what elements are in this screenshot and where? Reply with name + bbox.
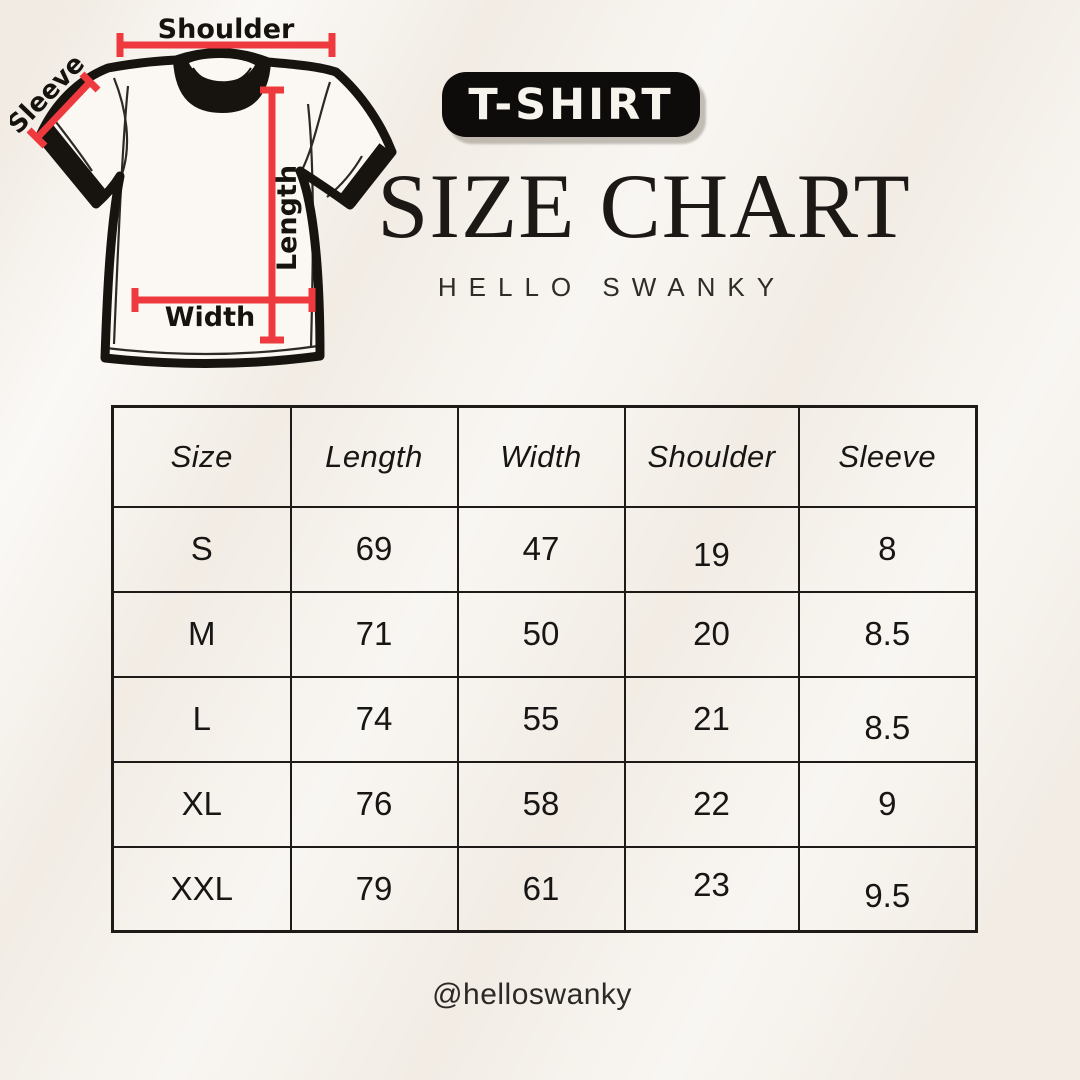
sleeve-measure-line [26,71,101,149]
cell-text: XXL [170,869,233,907]
size-table-header: Size Length Width Shoulder Sleeve [111,405,978,508]
table-row-l: L 74 55 21 8.5 [111,675,978,763]
cell-text: 55 [522,700,560,737]
value-cell: 8.5 [797,590,978,678]
cell-text: 58 [522,785,560,822]
cell-text: S [190,530,213,567]
cell-text: 8 [878,530,897,567]
table-row-m: M 71 50 20 8.5 [111,590,978,678]
tshirt-collar-rib-line [192,67,252,85]
value-cell: 76 [289,760,459,848]
value-cell: 22 [623,760,800,848]
size-cell: XL [111,760,292,848]
size-cell: L [111,675,292,763]
cell-text: 8.5 [864,709,911,746]
cell-text: 8.5 [864,615,911,652]
tshirt-collar-opening [189,57,255,82]
size-table: Size Length Width Shoulder Sleeve S 69 47 19 8 M 7… [111,405,978,933]
size-table-body: S 69 47 19 8 M 71 50 20 8.5 L 74 55 21 8.5 XL 76 58 22 9 XXL… [111,505,978,933]
column-header-width: Width [456,405,626,508]
cell-text: 47 [522,530,560,567]
width-measure-line [131,288,316,312]
page-title: SIZE CHART [377,155,911,257]
cell-text: 79 [355,869,393,907]
cell-text: 19 [693,536,730,573]
value-cell: 74 [289,675,459,763]
tshirt-wrinkle-lines [55,77,363,356]
column-header-size: Size [111,405,292,508]
cell-text: 74 [355,700,393,737]
tshirt-diagram: Shoulder Length Width Sleeve [10,14,397,369]
value-cell: 58 [456,760,626,848]
column-header-length: Length [289,405,459,508]
value-cell: 50 [456,590,626,678]
value-cell: 79 [289,845,459,933]
cell-text: 9.5 [864,876,911,914]
value-cell: 8.5 [797,675,978,763]
column-header-shoulder: Shoulder [623,405,800,508]
cell-text: 76 [355,785,393,822]
cell-text: 71 [355,615,393,652]
cell-text: 69 [355,530,393,567]
value-cell: 9 [797,760,978,848]
value-cell: 71 [289,590,459,678]
value-cell: 55 [456,675,626,763]
value-cell: 19 [623,505,800,593]
cell-text: 50 [522,615,560,652]
measurement-lines [26,33,336,344]
size-cell: XXL [111,845,292,933]
size-cell: M [111,590,292,678]
value-cell: 47 [456,505,626,593]
tshirt-illustration [35,48,397,369]
tshirt-right-cuff [339,143,395,207]
table-row-xxl: XXL 79 61 23 9.5 [111,845,978,933]
social-handle: @helloswanky [432,978,632,1011]
width-label: Width [165,302,256,333]
value-cell: 69 [289,505,459,593]
value-cell: 21 [623,675,800,763]
cell-text: 23 [693,865,730,903]
column-header-sleeve: Sleeve [797,405,978,508]
value-cell: 61 [456,845,626,933]
table-row-xl: XL 76 58 22 9 [111,760,978,848]
value-cell: 20 [623,590,800,678]
tshirt-badge: T-SHIRT [442,72,700,137]
cell-text: XL [181,785,222,822]
cell-text: L [192,700,211,737]
tshirt-left-cuff [37,124,108,204]
cell-text: M [188,615,216,652]
shoulder-label: Shoulder [158,14,295,45]
header-row: Size Length Width Shoulder Sleeve [111,405,978,508]
value-cell: 23 [623,845,800,933]
shoulder-measure-line [116,33,336,57]
value-cell: 8 [797,505,978,593]
brand-subtitle: HELLO SWANKY [437,272,787,302]
cell-text: 21 [693,700,730,737]
tshirt-badge-label: T-SHIRT [468,79,674,130]
length-label: Length [272,165,303,271]
table-row-s: S 69 47 19 8 [111,505,978,593]
size-cell: S [111,505,292,593]
cell-text: 9 [878,785,897,822]
cell-text: 61 [522,869,560,907]
cell-text: 20 [693,615,730,652]
cell-text: 22 [693,785,730,822]
value-cell: 9.5 [797,845,978,933]
